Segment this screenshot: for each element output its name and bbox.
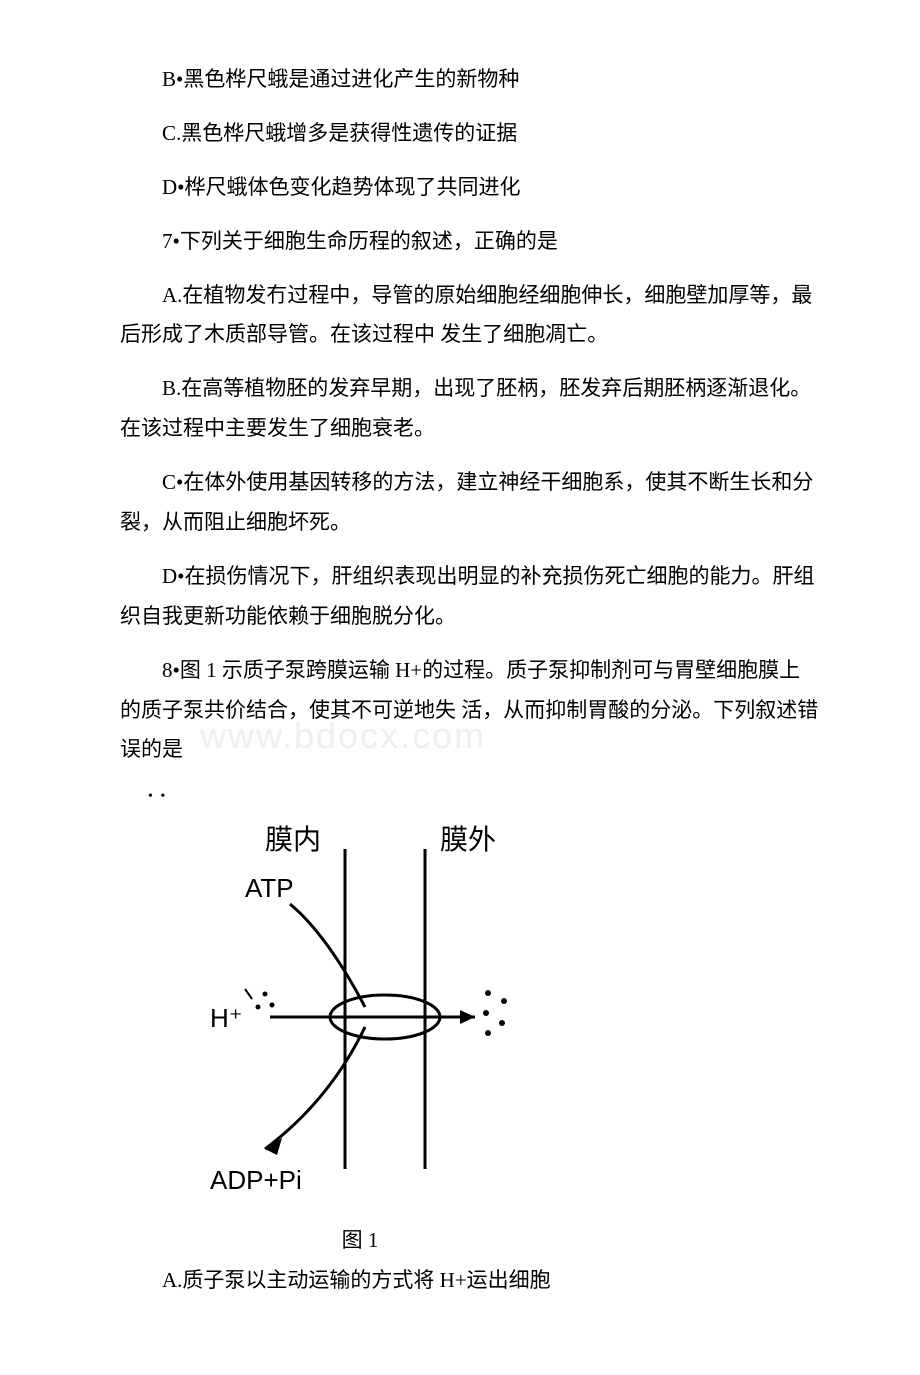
- document-body: B•黑色桦尺蛾是通过进化产生的新物种 C.黑色桦尺蛾增多是获得性遗传的证据 D•…: [120, 60, 820, 1301]
- figure-1: 膜内 膜外 ATP H⁺ ADP+Pi: [210, 819, 820, 1213]
- option-c: C.黑色桦尺蛾增多是获得性遗传的证据: [120, 114, 820, 154]
- question-7-option-d: D•在损伤情况下，肝组织表现出明显的补充损伤死亡细胞的能力。肝组织自我更新功能依…: [120, 557, 820, 637]
- question-8: 8•图 1 示质子泵跨膜运输 H+的过程。质子泵抑制剂可与胃壁细胞膜上的质子泵共…: [120, 651, 820, 771]
- label-atp: ATP: [245, 873, 294, 903]
- label-inside: 膜内: [265, 824, 321, 856]
- question-7-option-b: B.在高等植物胚的发弃早期，出现了胚柄，胚发弃后期胚柄逐渐退化。在该过程中主要发…: [120, 369, 820, 449]
- question-7-option-c: C•在体外使用基因转移的方法，建立神经干细胞系，使其不断生长和分裂，从而阻止细胞…: [120, 463, 820, 543]
- label-h-plus: H⁺: [210, 1003, 243, 1033]
- dots-decoration: • •: [120, 784, 820, 811]
- proton-pump-diagram: 膜内 膜外 ATP H⁺ ADP+Pi: [210, 819, 520, 1199]
- label-outside: 膜外: [440, 824, 496, 856]
- option-d: D•桦尺蛾体色变化趋势体现了共同进化: [120, 168, 820, 208]
- question-7-option-a: A.在植物发冇过程中，导管的原始细胞经细胞伸长，细胞壁加厚等，最后形成了木质部导…: [120, 276, 820, 356]
- question-8-option-a: A.质子泵以主动运输的方式将 H+运出细胞: [120, 1261, 820, 1301]
- figure-caption: 图 1: [210, 1221, 510, 1261]
- label-adp-pi: ADP+Pi: [210, 1165, 302, 1195]
- question-7: 7•下列关于细胞生命历程的叙述，正确的是: [120, 222, 820, 262]
- option-b: B•黑色桦尺蛾是通过进化产生的新物种: [120, 60, 820, 100]
